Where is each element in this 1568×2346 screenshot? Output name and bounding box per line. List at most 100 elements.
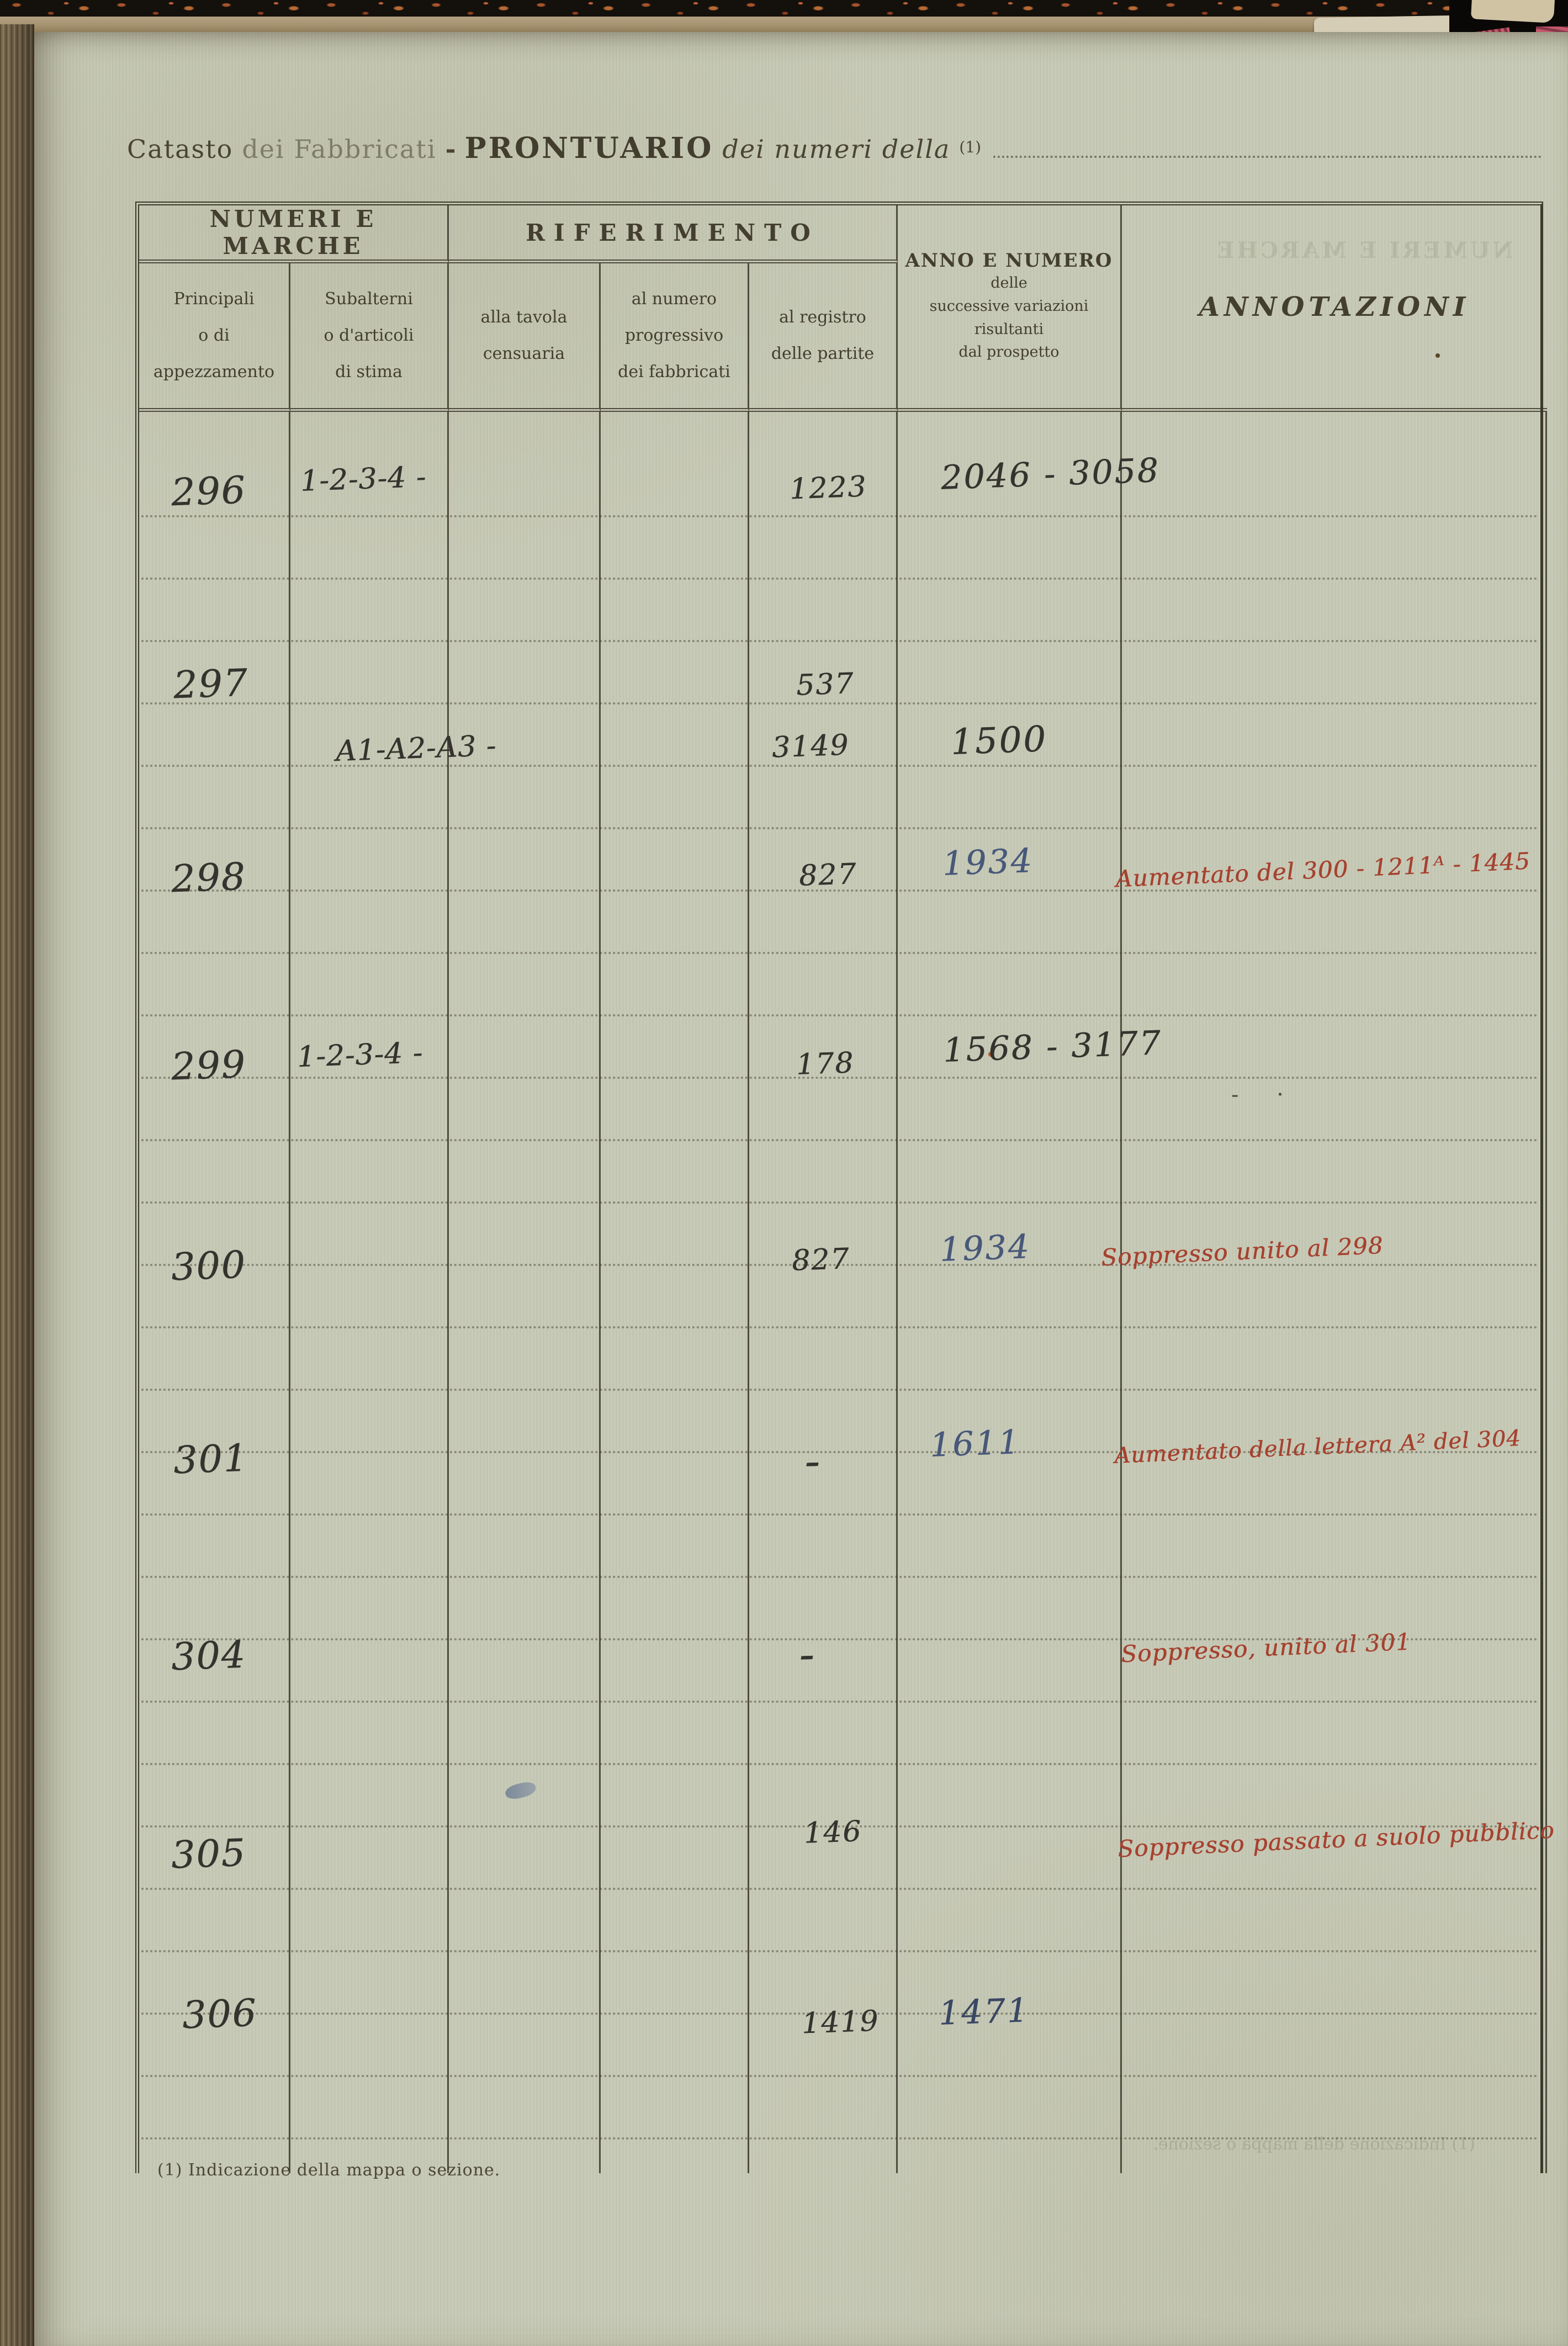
- ruled-dotted-line: [141, 827, 1538, 829]
- cell-border: [898, 607, 1122, 803]
- ruled-dotted-line: [141, 1326, 1538, 1328]
- cell-border: [898, 412, 1122, 608]
- cell-border: [1122, 1390, 1547, 1586]
- rust-speck: [988, 1052, 993, 1057]
- cell-border: [601, 1390, 749, 1586]
- header-anno-subtitle: delle successive variazioni risultanti d…: [929, 274, 1089, 361]
- cell-border: [749, 803, 898, 999]
- cell-border: [449, 412, 601, 608]
- ruled-dotted-line: [141, 2075, 1538, 2077]
- cell-border: [1122, 1586, 1547, 1782]
- handwritten-principale: 297: [172, 661, 250, 708]
- dotted-leader-line: [993, 150, 1541, 158]
- cell-border: [898, 999, 1122, 1195]
- cell-border: [601, 412, 749, 608]
- ruled-dotted-line: [141, 640, 1538, 642]
- table-row-299: 299 1-2-3-4 - 178 1568 - 3177: [139, 999, 1547, 1195]
- page-stack-left-edge: [0, 24, 34, 2346]
- cell-border: [449, 1586, 601, 1782]
- cell-border: [139, 607, 290, 803]
- cell-border: [601, 803, 749, 999]
- cell-border: [290, 803, 449, 999]
- footnote-reference: (1): [959, 138, 982, 156]
- cell-border: [139, 1781, 290, 1978]
- handwritten-registro: 3149: [771, 728, 850, 765]
- cell-border: [749, 1781, 898, 1978]
- header-registro-partite: al registro delle partite: [749, 263, 898, 412]
- cell-border: [449, 803, 601, 999]
- paper-scrap: [1471, 0, 1555, 23]
- cell-border: [290, 412, 449, 608]
- ruled-dotted-line: [141, 578, 1538, 580]
- ruled-dotted-line: [141, 1638, 1538, 1640]
- ruled-dotted-line: [141, 1077, 1538, 1079]
- handwritten-principale: 301: [172, 1436, 250, 1483]
- header-riferimento: RIFERIMENTO: [449, 205, 898, 263]
- cell-border: [290, 1390, 449, 1586]
- ruled-dotted-line: [141, 765, 1538, 767]
- ruled-dotted-line: [141, 702, 1538, 705]
- cell-border: [449, 1194, 601, 1390]
- cell-border: [1122, 803, 1547, 999]
- cell-border: [449, 1781, 601, 1978]
- cell-border: [601, 1586, 749, 1782]
- header-anno-e-numero: ANNO E NUMERO delle successive variazion…: [898, 205, 1122, 412]
- header-numeri-e-marche: NUMERI E MARCHE: [139, 205, 449, 263]
- ruled-dotted-line: [141, 1389, 1538, 1391]
- cell-border: [898, 1390, 1122, 1586]
- handwritten-principale: 304: [170, 1633, 247, 1680]
- handwritten-subalterni: 1-2-3-4 -: [296, 1036, 424, 1074]
- table-body: 296 1-2-3-4 - 1223 2046 - 3058 297 537 A…: [135, 412, 1555, 2173]
- cell-border: [290, 1977, 449, 2173]
- table-row-297: 297 537 A1-A2-A3 - 3149 1500: [139, 607, 1547, 803]
- cell-border: [290, 1781, 449, 1978]
- cell-border: [139, 412, 290, 608]
- stray-pen-marks: - ·: [1231, 1082, 1299, 1108]
- header-annotazioni: ANNOTAZIONI: [1122, 205, 1547, 412]
- ruled-dotted-line: [141, 2137, 1538, 2140]
- table-row-300: 300 827 1934 Soppresso unito al 298: [139, 1194, 1547, 1390]
- cell-border: [898, 1781, 1122, 1978]
- handwritten-anno: 2046 - 3058: [940, 451, 1161, 497]
- book-cover-marbled-edge: [0, 0, 1568, 19]
- ruled-dotted-line: [141, 1201, 1538, 1204]
- cell-border: [449, 999, 601, 1195]
- table-row-306: 306 1419 1471: [139, 1977, 1547, 2173]
- cell-border: [449, 1390, 601, 1586]
- ruled-dotted-line: [141, 1950, 1538, 1952]
- cell-border: [601, 1194, 749, 1390]
- cell-border: [898, 1586, 1122, 1782]
- cell-border: [601, 1781, 749, 1978]
- cell-border: [1122, 999, 1547, 1195]
- header-tavola-censuaria: alla tavola censuaria: [449, 263, 601, 412]
- cell-border: [601, 999, 749, 1195]
- cell-border: [749, 607, 898, 803]
- handwritten-anno: 1471: [937, 1991, 1030, 2033]
- ruled-dotted-line: [141, 1014, 1538, 1016]
- header-subalterni: Subalterni o d'articoli di stima: [290, 263, 449, 412]
- handwritten-registro: 146: [803, 1814, 863, 1850]
- handwritten-registro: 827: [791, 1242, 851, 1278]
- cell-border: [139, 1194, 290, 1390]
- ruled-dotted-line: [141, 1763, 1538, 1765]
- handwritten-principale: 306: [181, 1991, 258, 2038]
- handwritten-registro: 178: [795, 1046, 855, 1082]
- title-word: Catasto: [127, 134, 234, 164]
- ruled-dotted-line: [141, 1576, 1538, 1578]
- ruled-dotted-line: [141, 515, 1538, 517]
- table-row-298: 298 827 1934 Aumentato del 300 - 1211ᴬ -…: [139, 803, 1547, 999]
- paper: Catasto dei Fabbricati - PRONTUARIO dei …: [34, 32, 1568, 2346]
- ruled-dotted-line: [141, 2013, 1538, 2015]
- cell-border: [898, 1977, 1122, 2173]
- handwritten-anno: 1611: [929, 1423, 1021, 1465]
- handwritten-principale: 305: [170, 1831, 247, 1878]
- handwritten-principale: 296: [170, 468, 247, 515]
- ink-speck: [1435, 353, 1440, 358]
- cell-border: [749, 1586, 898, 1782]
- handwritten-anno: 1934: [941, 841, 1034, 883]
- handwritten-registro: 827: [798, 857, 858, 893]
- bleed-through-header-text: NUMERI E MARCHE: [1214, 237, 1513, 263]
- ruled-dotted-line: [141, 1139, 1538, 1141]
- handwritten-subalterni: 1-2-3-4 -: [300, 460, 427, 498]
- cell-border: [749, 999, 898, 1195]
